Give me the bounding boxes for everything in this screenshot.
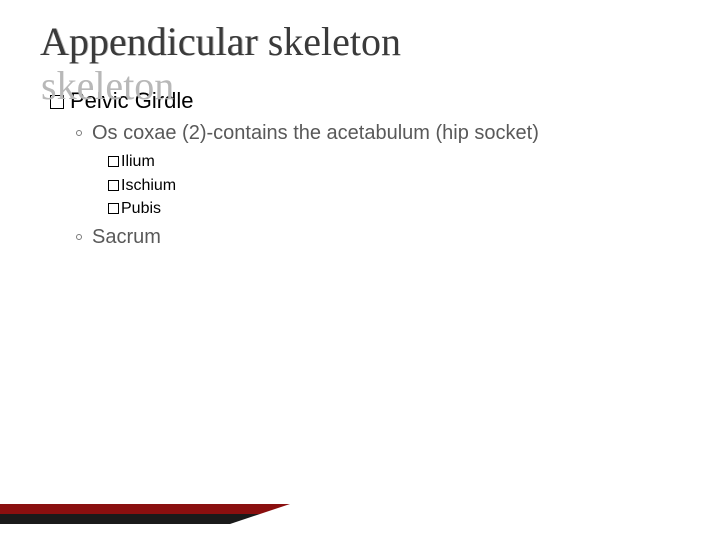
bullet-level2: Os coxae (2)-contains the acetabulum (hi…: [50, 122, 680, 145]
bullet-level3-text: Ischium: [121, 177, 176, 194]
bullet-level2-text: Os coxae (2)-contains the acetabulum (hi…: [92, 122, 539, 144]
bullet-level3-text: Pubis: [121, 200, 161, 217]
bullet-level3: Ilium: [50, 151, 680, 173]
circle-outline-icon: [76, 234, 82, 240]
slide-title-text: Appendicular skeleton: [40, 19, 401, 64]
square-outline-icon: [108, 180, 119, 191]
bullet-level3: Pubis: [50, 198, 680, 220]
bullet-level3: Ischium: [50, 175, 680, 197]
square-outline-icon: [108, 203, 119, 214]
slide-title: Appendicular skeleton Appendicular skele…: [40, 20, 401, 64]
square-outline-icon: [108, 156, 119, 167]
slide: Appendicular skeleton Appendicular skele…: [0, 0, 720, 540]
bullet-level2: Sacrum: [50, 226, 680, 249]
accent-svg: [0, 480, 720, 540]
bullet-level2-text: Sacrum: [92, 226, 161, 248]
slide-body: Pelvic Girdle Os coxae (2)-contains the …: [40, 88, 680, 249]
bottom-accent: [0, 480, 720, 540]
accent-wedge-top: [0, 504, 290, 514]
bullet-level3-text: Ilium: [121, 153, 155, 170]
accent-wedge-bottom: [0, 514, 260, 524]
circle-outline-icon: [76, 130, 82, 136]
